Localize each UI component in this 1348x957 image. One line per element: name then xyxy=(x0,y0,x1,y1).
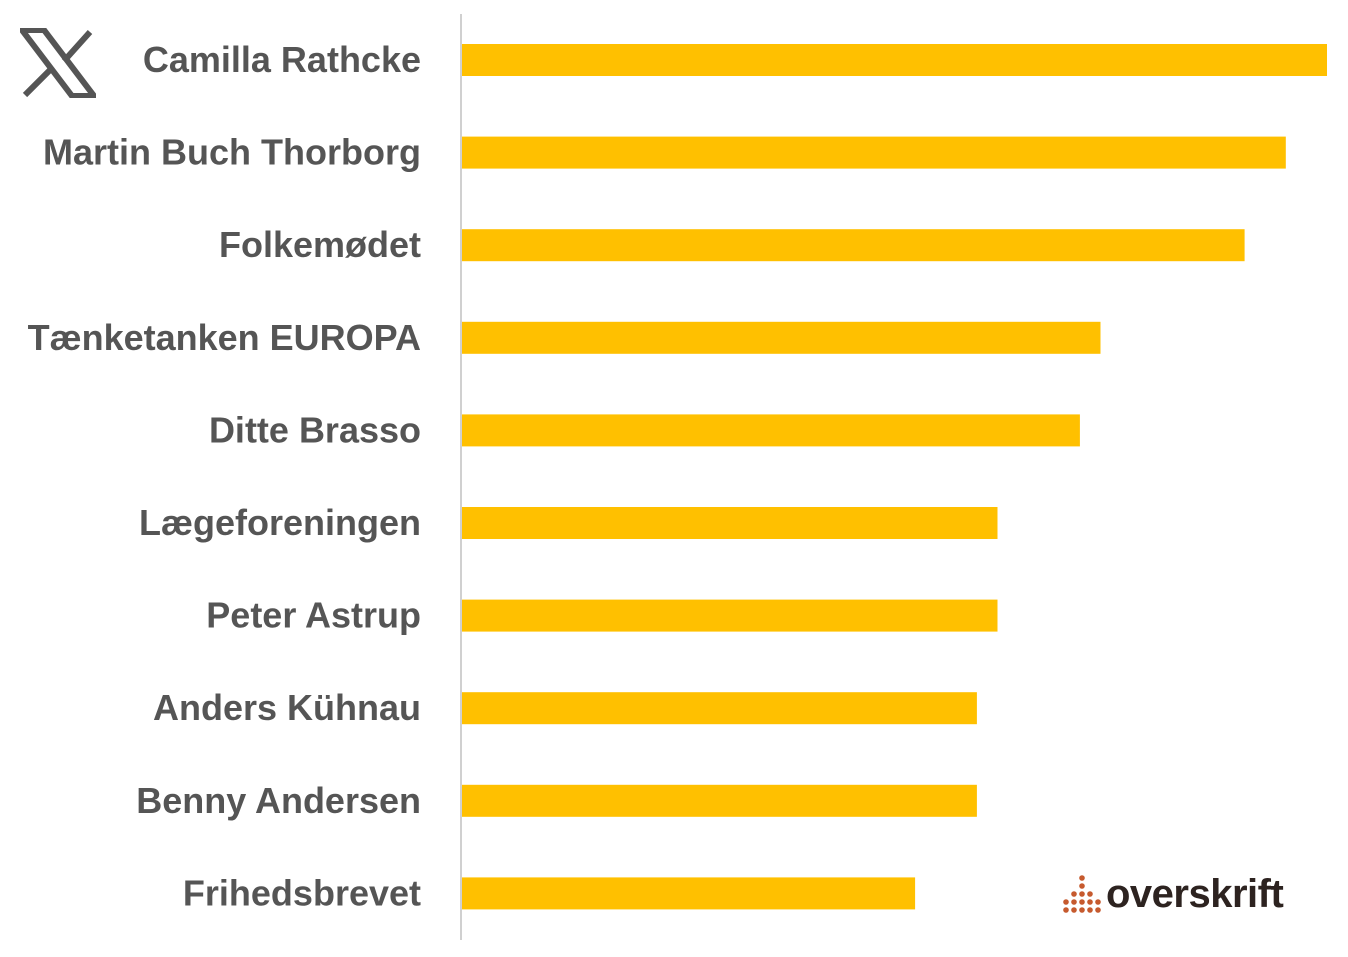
bar xyxy=(462,599,998,632)
bar xyxy=(462,784,977,817)
category-label: Ditte Brasso xyxy=(209,409,421,450)
bar-series xyxy=(462,44,1327,910)
brand-dots-icon xyxy=(1063,875,1101,913)
brand-logo: overskrift xyxy=(1062,866,1284,922)
bar xyxy=(462,692,977,725)
category-label: Tænketanken EUROPA xyxy=(28,317,421,358)
category-label: Anders Kühnau xyxy=(153,687,421,728)
category-labels: Camilla Rathcke Martin Buch Thorborg Folke… xyxy=(28,39,421,913)
category-label: Martin Buch Thorborg xyxy=(43,132,421,173)
category-label: Benny Andersen xyxy=(136,780,421,821)
category-label: Camilla Rathcke xyxy=(143,39,421,80)
brand-name: overskrift xyxy=(1106,871,1284,916)
bar xyxy=(462,229,1245,262)
category-label: Folkemødet xyxy=(219,224,421,265)
x-logo-icon xyxy=(15,27,101,99)
bar xyxy=(462,414,1080,447)
category-label: Frihedsbrevet xyxy=(183,872,421,913)
bar xyxy=(462,136,1286,169)
bar xyxy=(462,44,1327,76)
category-label: Peter Astrup xyxy=(206,595,421,636)
bar xyxy=(462,507,998,539)
bar xyxy=(462,321,1101,354)
category-label: Lægeforeningen xyxy=(139,502,421,543)
bar xyxy=(462,877,916,910)
